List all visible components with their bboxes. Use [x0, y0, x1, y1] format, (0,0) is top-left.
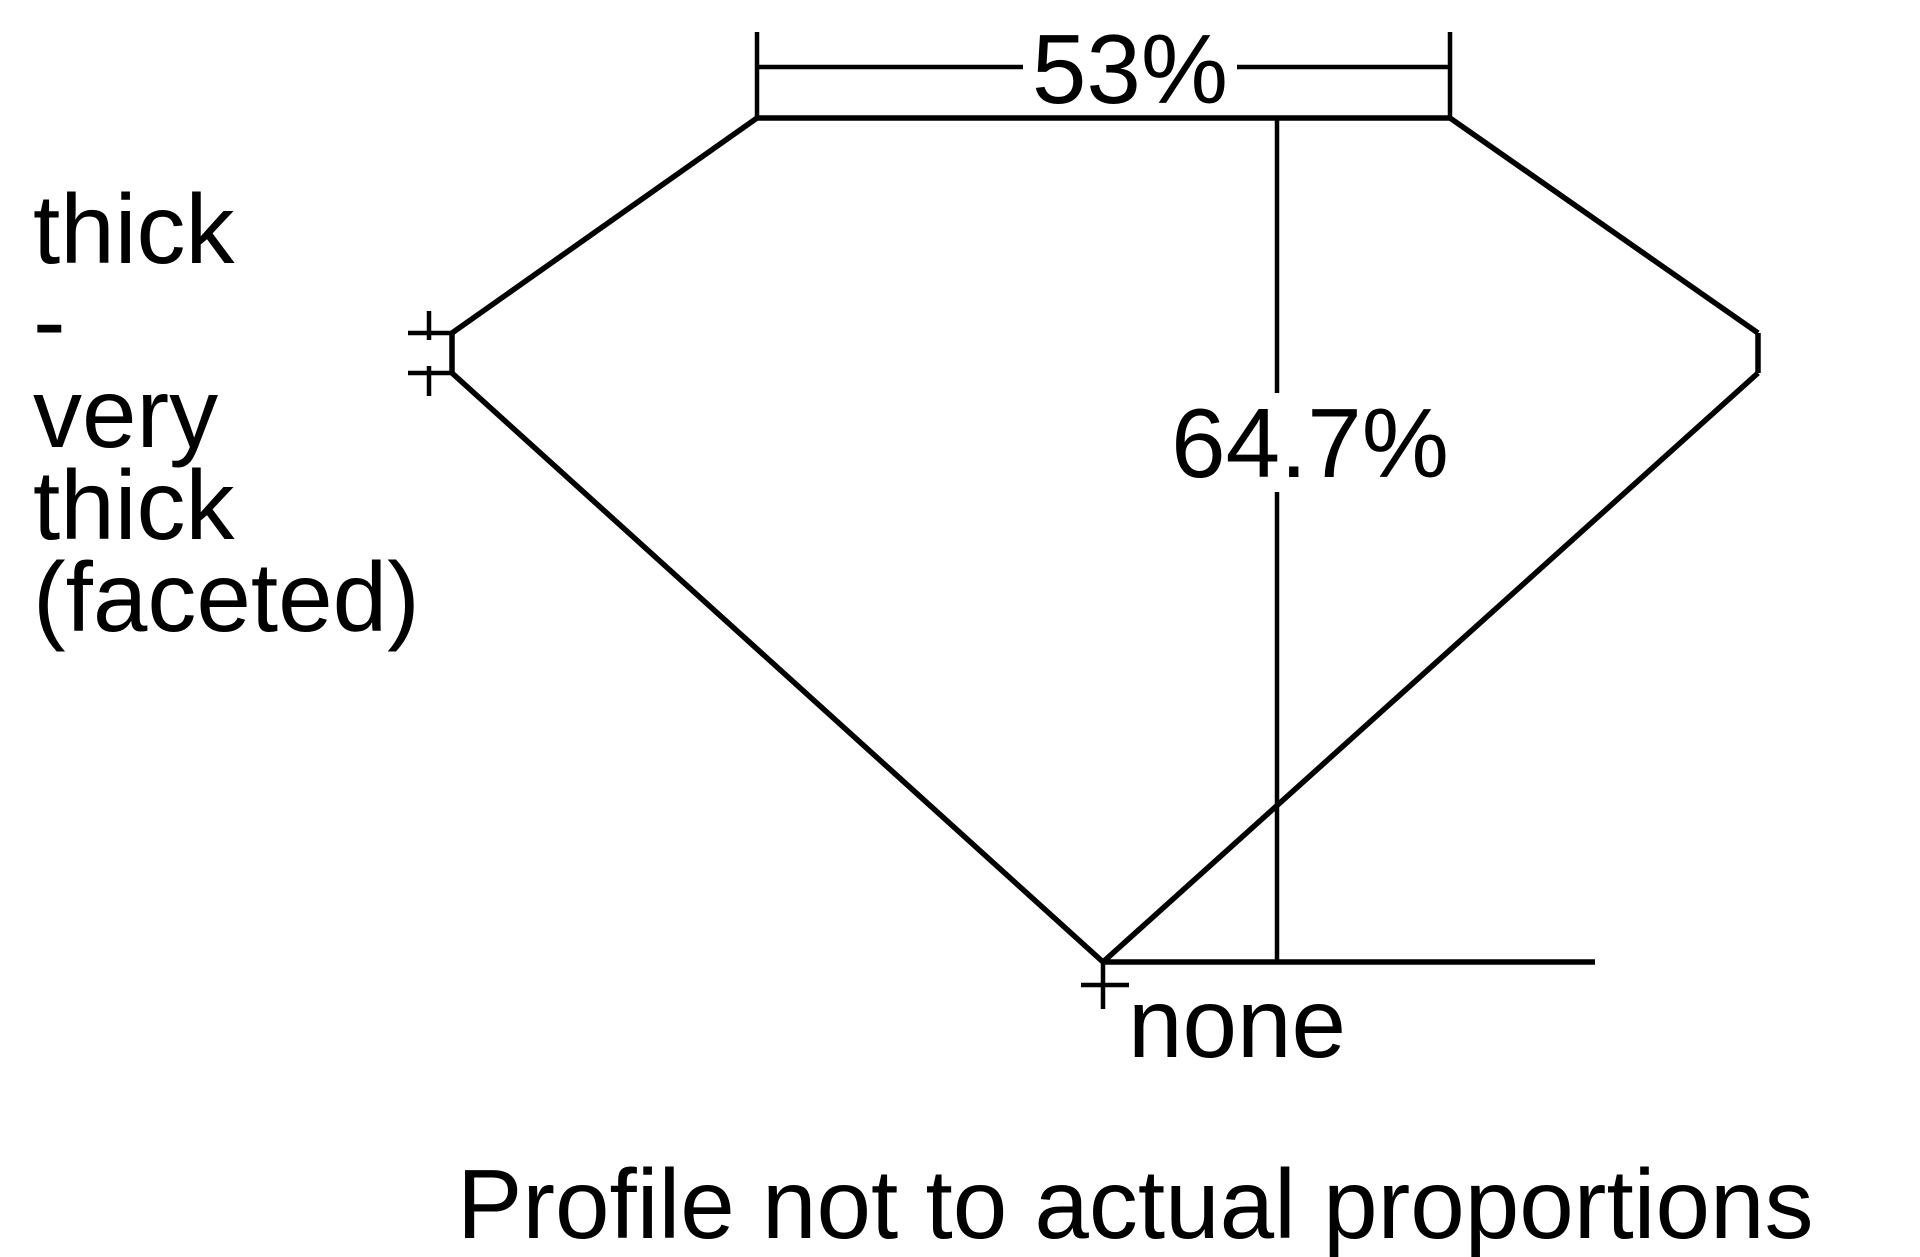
depth-percent-label: 64.7% — [1171, 388, 1449, 498]
crown-facet-right-line — [1448, 115, 1760, 336]
table-percent-label: 53% — [1031, 14, 1229, 124]
pavilion-facet-right-line — [1101, 370, 1760, 965]
caption: Profile not to actual proportions — [457, 1149, 1814, 1257]
girdle-thickness-label: thick - very thick (faceted) — [33, 174, 420, 652]
culet-size-label: none — [1128, 968, 1347, 1078]
crown-facet-left-line — [450, 115, 759, 336]
pavilion-facet-left-line — [450, 370, 1105, 965]
